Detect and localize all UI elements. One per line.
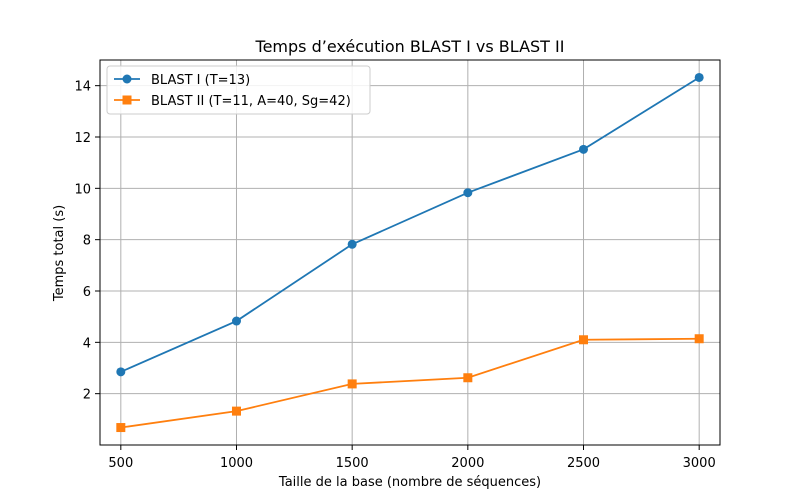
y-tick-label: 14 [74,80,91,95]
legend-label: BLAST II (T=11, A=40, Sg=42) [151,94,351,109]
x-tick-label: 2500 [567,456,600,471]
x-tick-label: 2000 [451,456,484,471]
plot-frame [99,59,721,446]
legend-entry: BLAST II (T=11, A=40, Sg=42) [114,94,351,109]
data-point [463,188,473,198]
data-point [116,367,126,377]
data-point [579,335,589,345]
data-point [694,72,704,82]
legend-marker [122,95,132,105]
y-axis-label: Temps total (s) [52,205,67,302]
x-tick-label: 1000 [220,456,253,471]
y-tick-label: 4 [83,336,91,351]
x-axis-label: Taille de la base (nombre de séquences) [278,475,541,490]
data-point [347,379,357,389]
x-tick-label: 1500 [336,456,369,471]
y-tick-label: 6 [83,285,91,300]
series-layer [116,72,704,433]
legend-label: BLAST I (T=13) [151,73,250,88]
y-tick-label: 2 [83,388,91,403]
data-point [116,423,126,433]
grid [100,60,720,445]
legend-marker [122,74,132,84]
y-tick-label: 12 [74,131,91,146]
axis-ticks: 500 1000 1500 2000 2500 3000 2 4 6 8 10 12 14 [74,80,715,471]
series-2 [116,334,704,433]
legend-box [106,65,371,115]
data-point [463,373,473,383]
series-1 [116,72,704,377]
data-point [231,316,241,326]
series-line [120,337,700,429]
data-point [694,334,704,344]
x-tick-label: 3000 [683,456,716,471]
y-tick-label: 10 [74,182,91,197]
x-tick-label: 500 [108,456,133,471]
data-point [231,406,241,416]
series-line [120,76,700,373]
legend: BLAST I (T=13) BLAST II (T=11, A=40, Sg=4… [106,65,371,115]
chart-title: Temps d’exécution BLAST I vs BLAST II [255,37,565,56]
y-tick-label: 8 [83,234,91,249]
legend-entry: BLAST I (T=13) [114,73,250,88]
data-point [347,239,357,249]
data-point [579,144,589,154]
